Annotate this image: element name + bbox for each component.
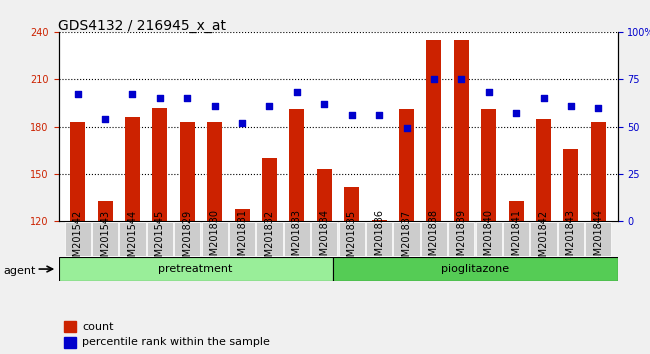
Text: count: count [82, 321, 114, 332]
Point [538, 95, 549, 101]
Text: GSM201841: GSM201841 [511, 210, 521, 268]
Bar [256, 222, 283, 256]
Text: GSM201542: GSM201542 [73, 209, 83, 269]
Text: GSM201843: GSM201843 [566, 210, 576, 268]
Text: GSM201836: GSM201836 [374, 210, 384, 268]
Bar [558, 222, 584, 256]
Bar [448, 222, 474, 256]
Bar [333, 257, 618, 281]
Text: GSM201829: GSM201829 [182, 209, 192, 269]
Text: GSM201844: GSM201844 [593, 210, 603, 268]
Point [429, 76, 439, 82]
Bar [262, 158, 277, 221]
Text: GSM201831: GSM201831 [237, 210, 247, 268]
Text: GSM201544: GSM201544 [127, 209, 138, 269]
Bar [64, 321, 77, 332]
Point [374, 112, 384, 118]
Text: GSM201834: GSM201834 [319, 210, 330, 268]
Point [73, 92, 83, 97]
Bar [339, 222, 365, 256]
Bar [344, 187, 359, 221]
Bar [120, 222, 146, 256]
Bar [202, 222, 228, 256]
Text: GSM201835: GSM201835 [346, 209, 357, 269]
Text: GSM201833: GSM201833 [292, 210, 302, 268]
Text: GSM201838: GSM201838 [429, 210, 439, 268]
Bar [591, 122, 606, 221]
Point [593, 105, 603, 110]
Bar [399, 109, 414, 221]
Point [566, 103, 576, 109]
Point [127, 92, 138, 97]
Bar [58, 257, 333, 281]
Bar [421, 222, 447, 256]
Bar [454, 40, 469, 221]
Text: GSM201832: GSM201832 [265, 209, 274, 269]
Point [100, 116, 110, 122]
Point [346, 112, 357, 118]
Bar [508, 201, 524, 221]
Text: percentile rank within the sample: percentile rank within the sample [82, 337, 270, 348]
Point [292, 90, 302, 95]
Point [237, 120, 247, 126]
Text: GSM201842: GSM201842 [538, 209, 549, 269]
Bar [92, 222, 118, 256]
Bar [174, 222, 200, 256]
Bar [426, 40, 441, 221]
Text: agent: agent [3, 266, 36, 276]
Bar [585, 222, 612, 256]
Bar [317, 169, 332, 221]
Point [511, 110, 521, 116]
Bar [536, 119, 551, 221]
Text: GSM201837: GSM201837 [402, 209, 411, 269]
Bar [235, 209, 250, 221]
Text: GSM201545: GSM201545 [155, 209, 165, 269]
Bar [125, 117, 140, 221]
Bar [147, 222, 173, 256]
Bar [564, 149, 578, 221]
Point [456, 76, 467, 82]
Bar [366, 222, 392, 256]
Bar [70, 122, 85, 221]
Text: GSM201839: GSM201839 [456, 210, 466, 268]
Bar [152, 108, 168, 221]
Text: GSM201830: GSM201830 [210, 210, 220, 268]
Bar [64, 337, 77, 348]
Bar [476, 222, 502, 256]
Bar [530, 222, 556, 256]
Bar [311, 222, 337, 256]
Bar [64, 222, 91, 256]
Bar [229, 222, 255, 256]
Text: GSM201543: GSM201543 [100, 209, 110, 269]
Bar [98, 201, 112, 221]
Bar [180, 122, 195, 221]
Text: GSM201840: GSM201840 [484, 210, 494, 268]
Point [319, 101, 330, 107]
Point [182, 95, 192, 101]
Point [401, 126, 411, 131]
Bar [284, 222, 310, 256]
Text: pioglitazone: pioglitazone [441, 264, 509, 274]
Point [155, 95, 165, 101]
Text: pretreatment: pretreatment [159, 264, 233, 274]
Bar [289, 109, 304, 221]
Point [484, 90, 494, 95]
Point [209, 103, 220, 109]
Bar [481, 109, 496, 221]
Point [265, 103, 275, 109]
Bar [503, 222, 529, 256]
Bar [207, 122, 222, 221]
Text: GDS4132 / 216945_x_at: GDS4132 / 216945_x_at [58, 19, 226, 34]
Bar [372, 220, 387, 221]
Bar [393, 222, 420, 256]
